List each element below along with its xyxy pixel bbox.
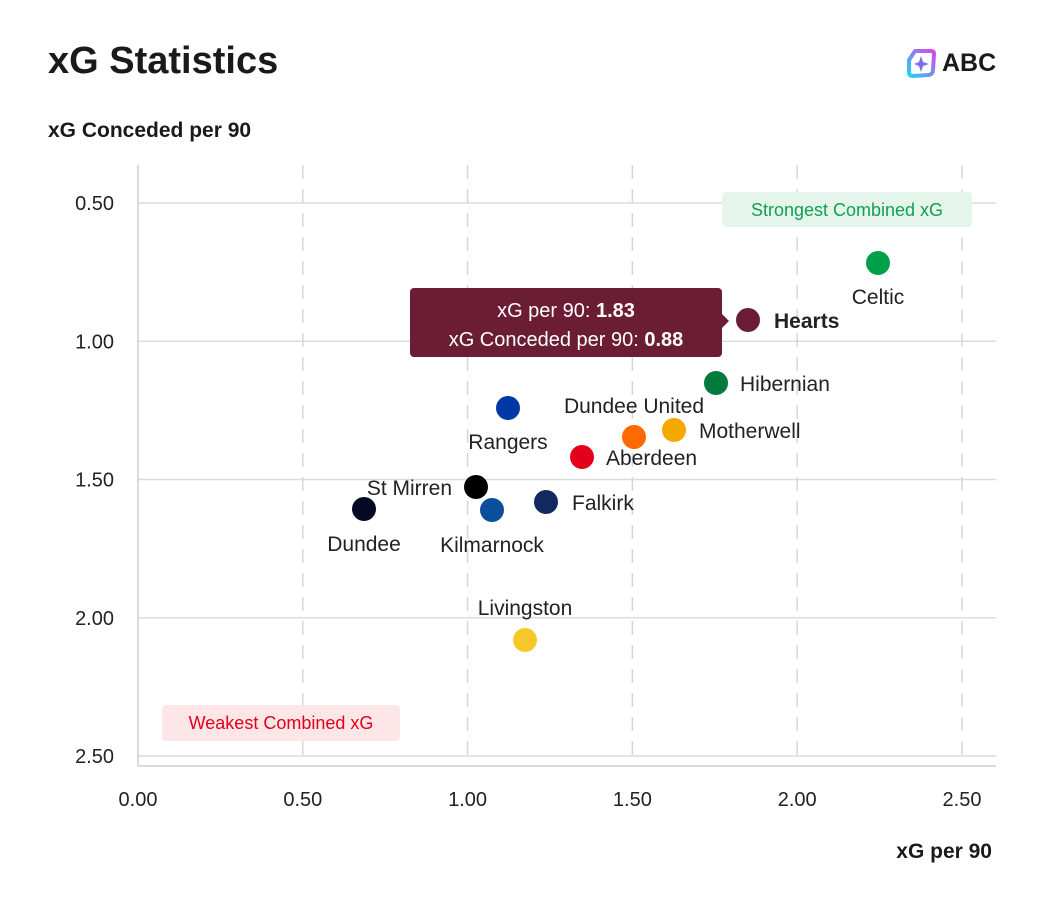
data-point-hibernian[interactable] bbox=[704, 371, 728, 395]
data-point-rangers[interactable] bbox=[496, 396, 520, 420]
strongest-annotation: Strongest Combined xG bbox=[751, 200, 943, 220]
page-title: xG Statistics bbox=[48, 40, 279, 82]
tooltip-line-1: xG per 90: 1.83 bbox=[497, 300, 635, 322]
tooltip-x-label: xG per 90: bbox=[497, 300, 596, 322]
point-label: Aberdeen bbox=[606, 447, 697, 470]
x-tick-label: 1.50 bbox=[613, 789, 652, 811]
brand-logo: ABC bbox=[906, 48, 996, 78]
y-tick-label: 1.00 bbox=[75, 331, 114, 353]
tooltip-x-value: 1.83 bbox=[596, 300, 635, 322]
data-point-celtic[interactable] bbox=[866, 251, 890, 275]
tooltip-y-value: 0.88 bbox=[644, 329, 683, 351]
point-label: Rangers bbox=[468, 431, 547, 454]
point-label: Celtic bbox=[852, 286, 905, 309]
x-axis-label: xG per 90 bbox=[896, 840, 992, 863]
y-axis-label: xG Conceded per 90 bbox=[48, 119, 252, 142]
x-tick-label: 2.50 bbox=[943, 789, 982, 811]
point-label: Dundee bbox=[327, 533, 401, 556]
logo-icon bbox=[907, 49, 936, 78]
data-point-hearts[interactable] bbox=[736, 308, 760, 332]
tooltip-line-2: xG Conceded per 90: 0.88 bbox=[449, 329, 684, 351]
weakest-annotation: Weakest Combined xG bbox=[189, 713, 374, 733]
y-tick-label: 2.00 bbox=[75, 608, 114, 630]
point-label: Hearts bbox=[774, 310, 839, 333]
tooltip: xG per 90: 1.83 xG Conceded per 90: 0.88 bbox=[410, 288, 729, 357]
data-point-kilmarnock[interactable] bbox=[480, 498, 504, 522]
point-label: St Mirren bbox=[367, 477, 452, 500]
point-label: Motherwell bbox=[699, 420, 801, 443]
point-label: Kilmarnock bbox=[440, 534, 544, 557]
point-label: Hibernian bbox=[740, 373, 830, 396]
y-tick-label: 1.50 bbox=[75, 470, 114, 492]
strongest-annotation-bg bbox=[722, 192, 972, 227]
logo-text: ABC bbox=[942, 48, 997, 77]
x-tick-label: 2.00 bbox=[778, 789, 817, 811]
point-label: Dundee United bbox=[564, 395, 704, 418]
tooltip-y-label: xG Conceded per 90: bbox=[449, 329, 645, 351]
x-tick-label: 1.00 bbox=[448, 789, 487, 811]
data-point-falkirk[interactable] bbox=[534, 490, 558, 514]
tooltip-pointer bbox=[722, 314, 729, 328]
data-point-dundee[interactable] bbox=[352, 497, 376, 521]
y-tick-label: 2.50 bbox=[75, 746, 114, 768]
x-tick-label: 0.00 bbox=[119, 789, 158, 811]
point-label: Falkirk bbox=[572, 492, 634, 515]
data-point-dundee-united[interactable] bbox=[622, 425, 646, 449]
data-point-aberdeen[interactable] bbox=[570, 445, 594, 469]
weakest-annotation-bg bbox=[162, 705, 400, 741]
tooltip-bg bbox=[410, 288, 722, 357]
point-label: Livingston bbox=[478, 597, 573, 620]
data-point-motherwell[interactable] bbox=[662, 418, 686, 442]
data-point-livingston[interactable] bbox=[513, 628, 537, 652]
y-tick-label: 0.50 bbox=[75, 193, 114, 215]
data-point-st-mirren[interactable] bbox=[464, 475, 488, 499]
x-tick-label: 0.50 bbox=[283, 789, 322, 811]
